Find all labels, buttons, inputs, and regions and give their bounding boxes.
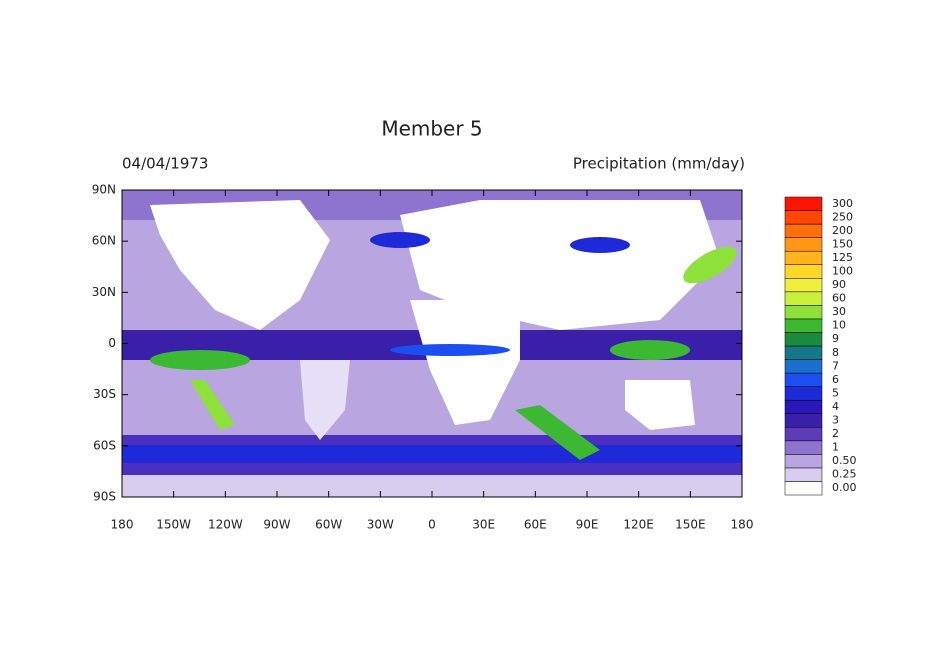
colorbar-box <box>784 291 823 306</box>
x-tick-label: 30E <box>472 518 495 532</box>
x-tick-label: 120E <box>623 518 654 532</box>
colorbar-box <box>784 359 823 374</box>
colorbar-label: 2 <box>832 427 839 440</box>
precip-field <box>122 190 742 497</box>
field-wet <box>370 232 430 248</box>
x-tick-label: 90W <box>263 518 290 532</box>
field-wet <box>390 344 510 356</box>
colorbar-box <box>784 440 823 455</box>
variable: Precipitation (mm/day) <box>573 155 745 173</box>
colorbar-label: 5 <box>832 386 839 399</box>
colorbar-label: 250 <box>832 210 853 223</box>
field-dry <box>625 380 695 430</box>
colorbar-label: 4 <box>832 400 839 413</box>
x-tick-label: 180 <box>731 518 754 532</box>
field-wet <box>515 405 600 460</box>
field-dry <box>400 200 720 330</box>
y-tick-label: 90N <box>92 183 116 197</box>
field-dry <box>410 300 520 425</box>
x-tick-label: 180 <box>111 518 134 532</box>
colorbar-label: 6 <box>832 373 839 386</box>
colorbar-label: 100 <box>832 265 853 278</box>
colorbar-label: 300 <box>832 197 853 210</box>
colorbar-label: 200 <box>832 224 853 237</box>
colorbar-label: 7 <box>832 359 839 372</box>
field-wet <box>190 380 235 430</box>
colorbar-box <box>784 345 823 360</box>
colorbar-label: 60 <box>832 292 846 305</box>
axes: 180 150W 120W 90W 60W 30W 0 30E 60E 90E 120E 150E 18… <box>92 183 754 532</box>
colorbar-box <box>784 481 823 496</box>
y-tick-label: 60N <box>92 234 116 248</box>
colorbar-box <box>784 264 823 279</box>
colorbar-label: 150 <box>832 237 853 250</box>
field-wet <box>683 246 737 284</box>
colorbar-box <box>784 250 823 265</box>
colorbar-label: 90 <box>832 278 846 291</box>
field-wet <box>570 237 630 253</box>
colorbar-box <box>784 318 823 333</box>
colorbar-box <box>784 454 823 469</box>
colorbar-box <box>784 278 823 293</box>
x-tick-label: 90E <box>576 518 599 532</box>
colorbar: 0.000.250.501234567891030609010012515020… <box>784 196 857 496</box>
colorbar-label: 8 <box>832 346 839 359</box>
date: 04/04/1973 <box>122 155 208 173</box>
x-tick-label: 0 <box>428 518 436 532</box>
colorbar-box <box>784 427 823 442</box>
x-tick-label: 150W <box>156 518 191 532</box>
field-dry <box>150 200 330 330</box>
colorbar-box <box>784 332 823 347</box>
colorbar-box <box>784 413 823 428</box>
x-tick-label: 60W <box>315 518 342 532</box>
y-tick-label: 0 <box>108 336 116 350</box>
colorbar-box <box>784 237 823 252</box>
colorbar-box <box>784 305 823 320</box>
colorbar-box <box>784 386 823 401</box>
y-tick-label: 30S <box>93 387 116 401</box>
colorbar-label: 0.50 <box>832 454 857 467</box>
field-wet <box>150 350 250 370</box>
colorbar-label: 125 <box>832 251 853 264</box>
colorbar-label: 0.25 <box>832 468 857 481</box>
y-tick-label: 30N <box>92 285 116 299</box>
colorbar-label: 3 <box>832 414 839 427</box>
colorbar-label: 30 <box>832 305 846 318</box>
field-dry <box>300 360 350 440</box>
title: Member 5 <box>381 117 482 141</box>
field-patch <box>122 445 742 463</box>
colorbar-label: 0.00 <box>832 481 857 494</box>
colorbar-box <box>784 210 823 225</box>
colorbar-box <box>784 399 823 414</box>
colorbar-label: 9 <box>832 332 839 345</box>
x-tick-label: 120W <box>208 518 243 532</box>
colorbar-box <box>784 196 823 211</box>
x-tick-label: 60E <box>524 518 547 532</box>
x-tick-label: 150E <box>675 518 706 532</box>
x-tick-label: 30W <box>367 518 394 532</box>
colorbar-label: 10 <box>832 319 846 332</box>
colorbar-box <box>784 223 823 238</box>
y-tick-label: 90S <box>93 490 116 504</box>
colorbar-label: 1 <box>832 441 839 454</box>
y-tick-label: 60S <box>93 438 116 452</box>
colorbar-box <box>784 467 823 482</box>
colorbar-box <box>784 372 823 387</box>
field-wet <box>610 340 690 360</box>
